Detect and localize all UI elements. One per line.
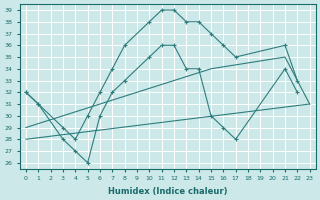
X-axis label: Humidex (Indice chaleur): Humidex (Indice chaleur) (108, 187, 228, 196)
